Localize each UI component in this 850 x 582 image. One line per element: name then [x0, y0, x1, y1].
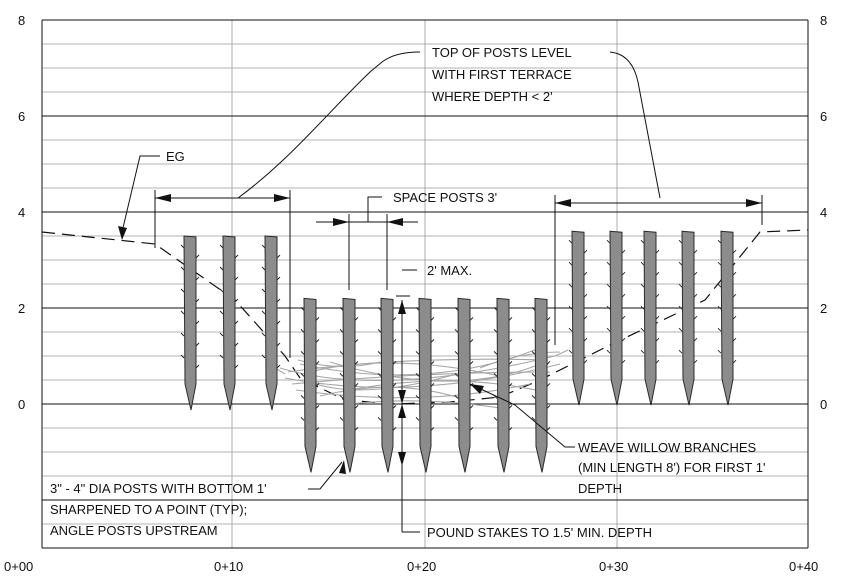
top-of-posts-line-2: WITH FIRST TERRACE	[432, 67, 572, 82]
y-tick-right-2: 2	[820, 301, 827, 316]
weave-label-line-2: (MIN LENGTH 8') FOR FIRST 1'	[578, 460, 765, 475]
posts-note-line-1: 3" - 4" DIA POSTS WITH BOTTOM 1'	[50, 481, 267, 496]
post-texture	[377, 307, 397, 431]
x-tick-30: 0+30	[599, 559, 628, 574]
post-texture	[300, 307, 320, 431]
y-tick-left-6: 6	[18, 109, 25, 124]
y-tick-left-8: 8	[18, 13, 25, 28]
wooden-post	[457, 297, 471, 473]
x-tick-40: 0+40	[789, 559, 818, 574]
wooden-post	[222, 235, 236, 411]
wooden-post	[571, 230, 585, 406]
y-tick-left-2: 2	[18, 301, 25, 316]
post-texture	[717, 239, 737, 364]
x-tick-10: 0+10	[214, 559, 243, 574]
wooden-post	[183, 235, 197, 411]
post-texture	[568, 239, 588, 364]
wooden-post	[609, 230, 623, 406]
posts-note-line-3: ANGLE POSTS UPSTREAM	[50, 523, 218, 538]
wooden-post	[264, 235, 278, 411]
post-texture	[415, 307, 435, 431]
max-depth-label: 2' MAX.	[427, 263, 472, 278]
wooden-post	[681, 230, 695, 406]
pound-stakes-label: POUND STAKES TO 1.5' MIN. DEPTH	[427, 525, 652, 540]
post-texture	[493, 307, 513, 431]
post-texture	[454, 307, 474, 431]
arrowheads	[118, 194, 762, 474]
weave-label-line-3: DEPTH	[578, 481, 622, 496]
wooden-post	[342, 297, 356, 473]
post-group	[180, 230, 737, 473]
x-tick-20: 0+20	[407, 559, 436, 574]
post-texture	[606, 239, 626, 364]
x-tick-0: 0+00	[4, 559, 33, 574]
wooden-post	[418, 297, 432, 473]
y-tick-right-0: 0	[820, 397, 827, 412]
posts-note-line-2: SHARPENED TO A POINT (TYP);	[50, 502, 247, 517]
post-texture	[531, 307, 551, 431]
y-tick-right-4: 4	[820, 205, 827, 220]
post-texture	[678, 239, 698, 364]
y-tick-left-0: 0	[18, 397, 25, 412]
wooden-post	[720, 230, 734, 406]
top-of-posts-line-1: TOP OF POSTS LEVEL	[432, 45, 572, 60]
space-posts-label: SPACE POSTS 3'	[393, 190, 497, 205]
post-texture	[219, 244, 239, 369]
wooden-post	[643, 230, 657, 406]
post-texture	[640, 239, 660, 364]
wooden-post	[496, 297, 510, 473]
wooden-post	[303, 297, 317, 473]
y-tick-right-8: 8	[820, 13, 827, 28]
weave-label-line-1: WEAVE WILLOW BRANCHES	[578, 440, 757, 455]
top-of-posts-line-3: WHERE DEPTH < 2'	[432, 89, 553, 104]
post-texture	[261, 244, 281, 369]
y-tick-right-6: 6	[820, 109, 827, 124]
post-texture	[180, 244, 200, 369]
wooden-post	[380, 297, 394, 473]
y-tick-left-4: 4	[18, 205, 25, 220]
post-texture	[339, 307, 359, 431]
eg-label: EG	[166, 149, 185, 164]
wooden-post	[534, 297, 548, 473]
